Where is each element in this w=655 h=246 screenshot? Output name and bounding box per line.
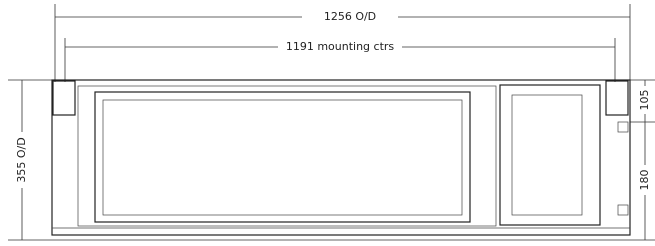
dimension-label: 105 xyxy=(638,90,651,111)
dimension-label: 355 O/D xyxy=(15,137,28,182)
connector xyxy=(618,122,628,132)
filter-panel xyxy=(103,100,462,215)
dimension-label: 1256 O/D xyxy=(324,10,376,23)
drawing: 1256 O/D 1191 mounting ctrs 105 180 355 … xyxy=(0,0,655,246)
mounting-bracket xyxy=(53,81,75,115)
filter-frame xyxy=(95,92,470,222)
unit-outline xyxy=(52,80,630,235)
dimension-label: 1191 mounting ctrs xyxy=(286,40,395,53)
dimension-label: 180 xyxy=(638,170,651,191)
access-panel xyxy=(500,85,600,225)
inner-frame xyxy=(78,86,496,226)
grille xyxy=(512,95,582,215)
mounting-bracket xyxy=(606,81,628,115)
connector xyxy=(618,205,628,215)
